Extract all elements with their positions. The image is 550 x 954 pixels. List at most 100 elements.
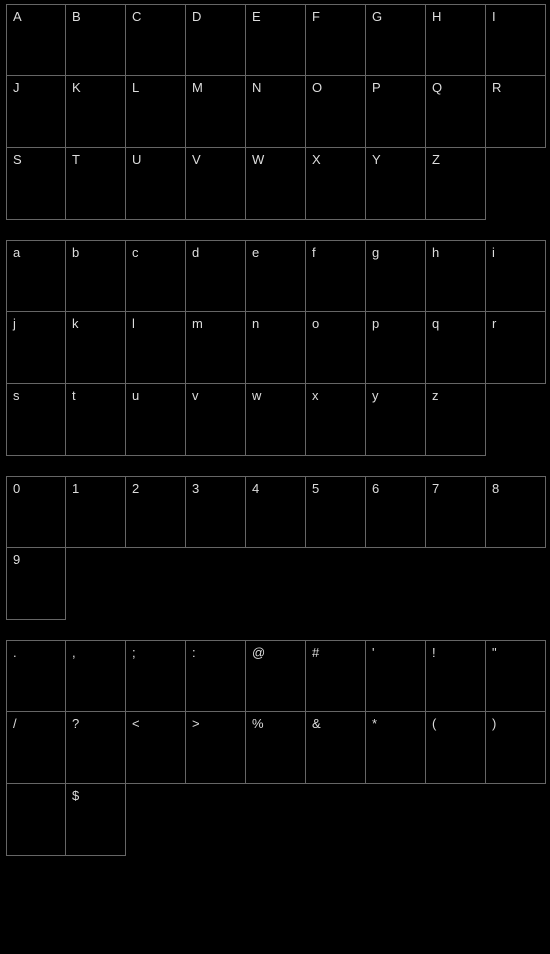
glyph-cell: C — [126, 4, 186, 76]
glyph-cell: O — [306, 76, 366, 148]
section-digits: 0 1 2 3 4 5 6 7 8 9 — [6, 476, 546, 620]
glyph-label: . — [13, 645, 59, 660]
glyph-label: o — [312, 316, 359, 331]
grid-row: $ — [6, 784, 546, 856]
grid-row: . , ; : @ # ' ! " — [6, 640, 546, 712]
glyph-cell: o — [306, 312, 366, 384]
glyph-label: C — [132, 9, 179, 24]
glyph-cell: : — [186, 640, 246, 712]
glyph-label: / — [13, 716, 59, 731]
glyph-cell: , — [66, 640, 126, 712]
glyph-label: & — [312, 716, 359, 731]
glyph-cell: s — [6, 384, 66, 456]
glyph-cell: . — [6, 640, 66, 712]
glyph-label: m — [192, 316, 239, 331]
glyph-cell: 5 — [306, 476, 366, 548]
glyph-label: w — [252, 388, 299, 403]
glyph-label: g — [372, 245, 419, 260]
glyph-label: O — [312, 80, 359, 95]
glyph-cell: 1 — [66, 476, 126, 548]
glyph-cell: m — [186, 312, 246, 384]
grid-row: A B C D E F G H I — [6, 4, 546, 76]
glyph-label: p — [372, 316, 419, 331]
glyph-cell: y — [366, 384, 426, 456]
glyph-cell: ( — [426, 712, 486, 784]
glyph-label: K — [72, 80, 119, 95]
glyph-label: 3 — [192, 481, 239, 496]
glyph-label: x — [312, 388, 359, 403]
glyph-cell: S — [6, 148, 66, 220]
glyph-cell: 9 — [6, 548, 66, 620]
glyph-label: X — [312, 152, 359, 167]
glyph-label: # — [312, 645, 359, 660]
glyph-label: P — [372, 80, 419, 95]
grid-row: S T U V W X Y Z — [6, 148, 546, 220]
glyph-cell: F — [306, 4, 366, 76]
glyph-cell: c — [126, 240, 186, 312]
glyph-cell: & — [306, 712, 366, 784]
glyph-cell: $ — [66, 784, 126, 856]
glyph-label: Y — [372, 152, 419, 167]
glyph-cell: ; — [126, 640, 186, 712]
glyph-cell: k — [66, 312, 126, 384]
glyph-label: k — [72, 316, 119, 331]
glyph-label: F — [312, 9, 359, 24]
glyph-label: 2 — [132, 481, 179, 496]
glyph-label: Q — [432, 80, 479, 95]
glyph-cell: 7 — [426, 476, 486, 548]
glyph-label: " — [492, 645, 539, 660]
glyph-cell: j — [6, 312, 66, 384]
glyph-label: 0 — [13, 481, 59, 496]
glyph-cell: R — [486, 76, 546, 148]
glyph-label: R — [492, 80, 539, 95]
grid-row: a b c d e f g h i — [6, 240, 546, 312]
glyph-cell: J — [6, 76, 66, 148]
glyph-label: @ — [252, 645, 299, 660]
glyph-label: * — [372, 716, 419, 731]
glyph-label: ' — [372, 645, 419, 660]
glyph-cell: f — [306, 240, 366, 312]
glyph-label: d — [192, 245, 239, 260]
grid-row: 0 1 2 3 4 5 6 7 8 — [6, 476, 546, 548]
glyph-label: E — [252, 9, 299, 24]
glyph-label: S — [13, 152, 59, 167]
glyph-label: a — [13, 245, 59, 260]
glyph-cell: W — [246, 148, 306, 220]
glyph-cell: ? — [66, 712, 126, 784]
font-character-map: A B C D E F G H I J K L M N O P Q R S T … — [0, 0, 550, 860]
glyph-label: y — [372, 388, 419, 403]
glyph-cell: I — [486, 4, 546, 76]
glyph-cell: A — [6, 4, 66, 76]
glyph-cell: 2 — [126, 476, 186, 548]
glyph-label: I — [492, 9, 539, 24]
glyph-cell: D — [186, 4, 246, 76]
glyph-cell: x — [306, 384, 366, 456]
glyph-label: < — [132, 716, 179, 731]
glyph-label: T — [72, 152, 119, 167]
grid-row: / ? < > % & * ( ) — [6, 712, 546, 784]
glyph-label: t — [72, 388, 119, 403]
glyph-cell: B — [66, 4, 126, 76]
glyph-cell: p — [366, 312, 426, 384]
glyph-label: f — [312, 245, 359, 260]
glyph-label: e — [252, 245, 299, 260]
glyph-cell: a — [6, 240, 66, 312]
glyph-label: 5 — [312, 481, 359, 496]
glyph-label: G — [372, 9, 419, 24]
glyph-cell: " — [486, 640, 546, 712]
glyph-label: $ — [72, 788, 119, 803]
glyph-label: l — [132, 316, 179, 331]
glyph-cell: l — [126, 312, 186, 384]
glyph-cell: ! — [426, 640, 486, 712]
glyph-cell: M — [186, 76, 246, 148]
glyph-cell: v — [186, 384, 246, 456]
glyph-label: j — [13, 316, 59, 331]
glyph-label: B — [72, 9, 119, 24]
section-symbols: . , ; : @ # ' ! " / ? < > % & * ( ) $ — [6, 640, 546, 856]
glyph-label: N — [252, 80, 299, 95]
glyph-cell: Y — [366, 148, 426, 220]
glyph-cell: r — [486, 312, 546, 384]
glyph-cell: E — [246, 4, 306, 76]
glyph-label: V — [192, 152, 239, 167]
glyph-label: U — [132, 152, 179, 167]
